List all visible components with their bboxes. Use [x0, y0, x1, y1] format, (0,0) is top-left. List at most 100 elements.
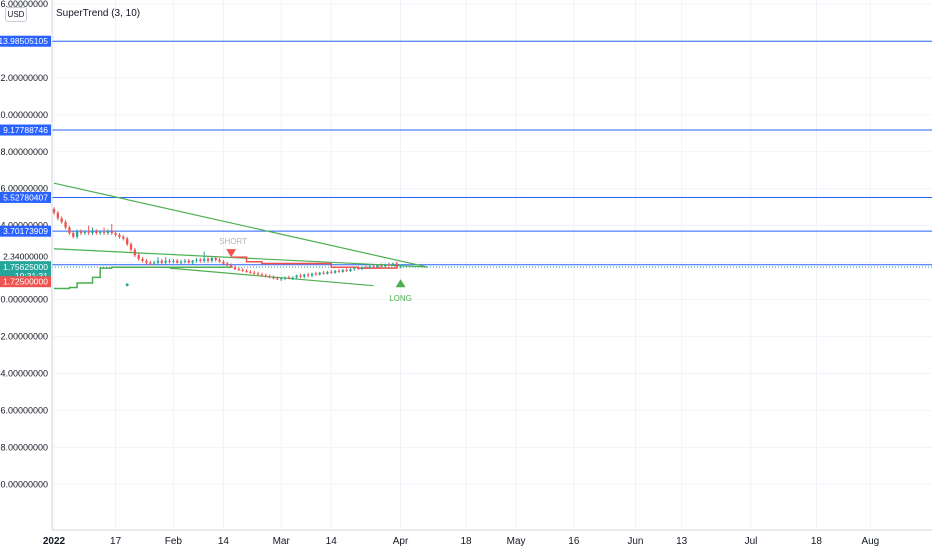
level-price-badge: [0, 124, 51, 136]
candle-body: [129, 244, 133, 250]
candle: [253, 270, 256, 275]
candle: [137, 253, 140, 261]
candle-body: [364, 267, 368, 269]
candle: [68, 225, 71, 235]
candle-body: [229, 265, 233, 268]
candle: [326, 270, 329, 275]
candle: [160, 258, 163, 265]
candle: [210, 257, 214, 263]
candle-body: [299, 275, 302, 277]
candle-body: [306, 274, 310, 276]
candle-body: [245, 270, 248, 272]
candle: [110, 223, 113, 235]
candle: [322, 270, 325, 275]
candle-body: [168, 260, 171, 262]
candle: [52, 207, 56, 215]
level-price-badge-text: 9.17788746: [3, 125, 48, 135]
candle-body: [360, 267, 364, 270]
time-tick-label: Aug: [861, 536, 879, 547]
candle-body: [333, 270, 337, 273]
candle: [260, 272, 264, 277]
candle-body: [249, 271, 252, 273]
supertrend-lines: [54, 256, 398, 290]
candle: [183, 258, 187, 264]
candle-body: [353, 268, 356, 270]
candle-body: [395, 263, 398, 268]
candle: [306, 272, 310, 278]
candle-body: [295, 275, 298, 278]
level-price-badge-text: 13.98505105: [0, 36, 48, 46]
level-price-badge: [0, 35, 51, 47]
candle-body: [287, 277, 291, 279]
candle: [95, 229, 98, 235]
countdown-text: 10:31:31: [15, 271, 48, 281]
candle-body: [152, 262, 156, 264]
candle-body: [110, 231, 113, 234]
candle-body: [187, 260, 190, 263]
candle-body: [233, 267, 237, 270]
candle-body: [268, 276, 271, 278]
candle: [141, 257, 144, 263]
candle: [172, 258, 175, 264]
candle-body: [318, 272, 321, 275]
candle: [222, 259, 225, 265]
candle: [129, 242, 133, 252]
candle: [149, 260, 152, 266]
candle-body: [222, 261, 225, 264]
candle: [176, 258, 179, 264]
candle-body: [87, 232, 90, 234]
candle-body: [345, 270, 348, 272]
candle-body: [341, 270, 344, 272]
candle: [79, 229, 83, 235]
candle-body: [199, 259, 202, 261]
candle: [187, 258, 190, 264]
price-tick-label: 6.00000000: [0, 184, 48, 194]
level-price-badge: [0, 191, 51, 203]
short-signal-label: SHORT: [219, 237, 247, 246]
candle-body: [314, 273, 318, 275]
candle: [179, 259, 183, 265]
price-tick-label: -8.00000000: [0, 442, 48, 452]
time-axis[interactable]: 2022 17 Feb 14 Mar 14 Apr 18 May 16 Jun 13 Jul 18 Aug: [43, 529, 932, 547]
candle: [56, 210, 60, 221]
trendline: [53, 182, 428, 268]
time-tick-label: May: [507, 536, 526, 547]
candle-body: [218, 259, 221, 262]
candle-body: [106, 231, 110, 234]
currency-badge[interactable]: USD: [5, 7, 27, 22]
candle-body: [183, 260, 187, 262]
candle: [118, 233, 121, 239]
candle-body: [91, 231, 94, 234]
price-tick-label: 10.00000000: [0, 110, 48, 120]
candle-body: [164, 260, 167, 263]
candle-body: [191, 260, 194, 263]
candle-body: [133, 249, 137, 256]
candle: [330, 270, 333, 274]
candle: [152, 260, 156, 266]
time-tick-label: 16: [568, 536, 580, 547]
candle: [114, 231, 117, 237]
candle-body: [310, 273, 314, 276]
price-tick-label: -4.00000000: [0, 368, 48, 378]
indicator-legend[interactable]: SuperTrend (3, 10): [56, 8, 141, 19]
supertrend-price-badge: [0, 276, 51, 288]
candle-body: [253, 272, 256, 274]
outlier-point: [125, 283, 129, 287]
price-tick-label: 8.00000000: [0, 147, 48, 157]
candle: [337, 269, 341, 273]
candle-body: [303, 274, 306, 277]
candle-body: [195, 259, 198, 261]
candle-body: [156, 260, 160, 263]
trendlines: [53, 182, 428, 287]
candle: [168, 258, 171, 264]
price-tick-label: 12.00000000: [0, 73, 48, 83]
candle-body: [149, 262, 152, 264]
candle-body: [141, 258, 144, 261]
candle-body: [368, 266, 371, 269]
trade-signals: SHORT LONG: [219, 237, 412, 303]
candle-body: [384, 264, 387, 267]
candle: [283, 276, 287, 281]
price-tick-label: 0.00000000: [0, 295, 48, 305]
horizontal-levels: [52, 40, 932, 268]
